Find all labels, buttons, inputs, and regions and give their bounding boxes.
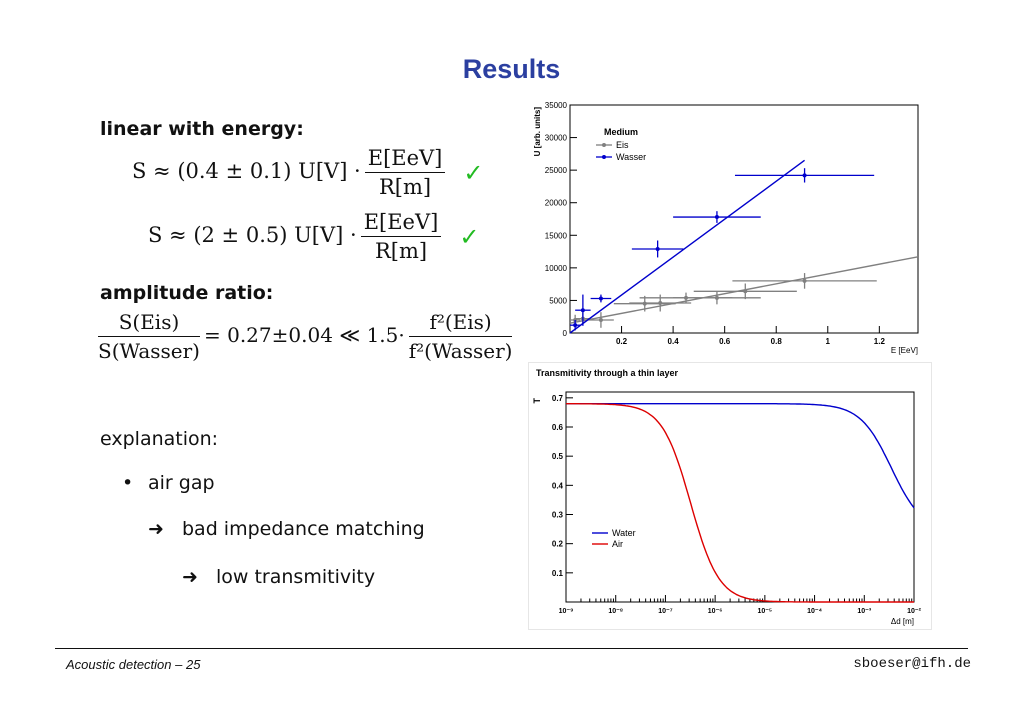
fit-line-wasser <box>569 159 805 334</box>
y-tick-label: 5000 <box>549 296 567 305</box>
x-tick-label: 10⁻⁶ <box>708 608 723 615</box>
heading-explanation: explanation: <box>100 428 219 450</box>
data-point-wasser <box>598 296 603 301</box>
legend-label-eis: Eis <box>616 140 629 150</box>
y-tick-label: 15000 <box>545 231 568 240</box>
x-tick-label: 10⁻⁴ <box>807 608 822 615</box>
y-tick-label: 0.5 <box>552 452 564 461</box>
legend-label-air: Air <box>612 539 623 549</box>
x-tick-label: 10⁻³ <box>857 608 871 615</box>
y-tick-label: 10000 <box>545 264 568 273</box>
equation-eis-numerator: E[EeV] <box>364 146 446 173</box>
check-icon: ✓ <box>463 158 484 187</box>
y-axis-label: T <box>532 398 542 404</box>
ratio-denominator-f: f²(Wasser) <box>408 339 513 363</box>
legend-label-wasser: Wasser <box>616 152 646 162</box>
y-tick-label: 0 <box>563 329 568 338</box>
legend-label-water: Water <box>612 528 636 538</box>
ratio-middle: = 0.27±0.04 ≪ 1.5· <box>203 323 405 347</box>
equation-eis: S ≈ (0.4 ± 0.1) U[V] · E[EeV] R[m] ✓ <box>132 146 483 199</box>
series-line-air <box>566 403 914 603</box>
data-point-eis <box>642 301 647 306</box>
data-point-wasser <box>802 173 807 178</box>
legend-marker-wasser <box>602 155 606 159</box>
x-tick-label: 10⁻⁷ <box>658 608 672 615</box>
x-tick-label: 0.4 <box>668 337 680 346</box>
equation-wasser: S ≈ (2 ± 0.5) U[V] · E[EeV] R[m] ✓ <box>148 210 479 263</box>
x-tick-label: 0.2 <box>616 337 628 346</box>
y-tick-label: 25000 <box>545 166 568 175</box>
chart-title: Transmitivity through a thin layer <box>536 368 679 378</box>
legend-title: Medium <box>604 127 638 137</box>
arrow-right-icon: ➜ <box>148 518 164 540</box>
arrow-right-icon: ➜ <box>182 566 198 588</box>
plot-frame <box>565 391 915 603</box>
ratio-numerator-s: S(Eis) <box>98 310 200 337</box>
legend-marker-eis <box>602 143 606 147</box>
equation-wasser-fraction: E[EeV] R[m] <box>360 210 442 263</box>
list-item-air-gap: air gap <box>148 472 215 494</box>
ratio-denominator-s: S(Wasser) <box>98 339 200 363</box>
transmitivity-chart: Transmitivity through a thin layer 0.1 0.2… <box>528 362 932 630</box>
heading-linear-energy: linear with energy: <box>100 118 304 140</box>
equation-eis-denominator: R[m] <box>378 175 432 199</box>
plot-frame <box>569 104 919 334</box>
data-point-eis <box>714 295 719 300</box>
energy-amplitude-chart: 0 5000 10000 15000 20000 25000 30000 35000 0.2 0.… <box>528 97 924 359</box>
series-line-water <box>566 403 915 509</box>
check-icon: ✓ <box>459 222 480 251</box>
data-point-wasser <box>573 323 578 328</box>
x-tick-label: 1.2 <box>874 337 886 346</box>
y-tick-label: 0.3 <box>552 511 564 520</box>
equation-wasser-denominator: R[m] <box>374 239 428 263</box>
y-tick-label: 0.1 <box>552 569 564 578</box>
y-axis-label: U [arb. units] <box>533 107 542 157</box>
y-tick-label: 0.6 <box>552 423 564 432</box>
ratio-fraction-s: S(Eis) S(Wasser) <box>98 310 200 363</box>
y-tick-label: 35000 <box>545 101 568 110</box>
footer-email: sboeser@ifh.de <box>853 656 971 672</box>
y-tick-label: 0.2 <box>552 540 564 549</box>
y-tick-label: 20000 <box>545 199 568 208</box>
x-tick-label: 10⁻⁹ <box>559 608 574 615</box>
data-point-wasser <box>580 308 585 313</box>
y-tick-label: 0.7 <box>552 394 564 403</box>
heading-amplitude-ratio: amplitude ratio: <box>100 282 274 304</box>
bullet-icon: • <box>122 472 134 494</box>
list-item-transmitivity: low transmitivity <box>216 566 376 588</box>
ratio-fraction-f: f²(Eis) f²(Wasser) <box>408 310 513 363</box>
equation-wasser-numerator: E[EeV] <box>360 210 442 237</box>
data-point-eis <box>598 317 603 322</box>
page-title: Results <box>462 54 561 84</box>
x-axis-label: Δd [m] <box>891 617 914 626</box>
equation-eis-fraction: E[EeV] R[m] <box>364 146 446 199</box>
ratio-numerator-f: f²(Eis) <box>408 310 513 337</box>
x-tick-label: 10⁻⁸ <box>608 608 623 615</box>
data-point-wasser <box>655 246 660 251</box>
equation-wasser-lhs: S ≈ (2 ± 0.5) U[V] · <box>148 223 357 247</box>
y-tick-label: 30000 <box>545 134 568 143</box>
x-tick-label: 0.6 <box>719 337 731 346</box>
data-point-eis <box>802 278 807 283</box>
x-tick-label: 0.8 <box>771 337 783 346</box>
x-tick-label: 10⁻⁵ <box>757 608 772 615</box>
list-item-impedance: bad impedance matching <box>182 518 425 540</box>
y-tick-label: 0.4 <box>552 481 564 490</box>
equation-amplitude-ratio: S(Eis) S(Wasser) = 0.27±0.04 ≪ 1.5· f²(Eis)… <box>98 310 516 363</box>
equation-eis-lhs: S ≈ (0.4 ± 0.1) U[V] · <box>132 159 361 183</box>
data-point-eis <box>743 289 748 294</box>
footer-slide-label: Acoustic detection – 25 <box>66 657 201 672</box>
x-tick-label: 10⁻² <box>907 608 921 615</box>
footer-divider <box>55 648 968 649</box>
x-axis-label: E [EeV] <box>891 346 918 355</box>
data-point-wasser <box>714 215 719 220</box>
x-tick-label: 1 <box>826 337 831 346</box>
data-point-eis <box>658 301 663 306</box>
